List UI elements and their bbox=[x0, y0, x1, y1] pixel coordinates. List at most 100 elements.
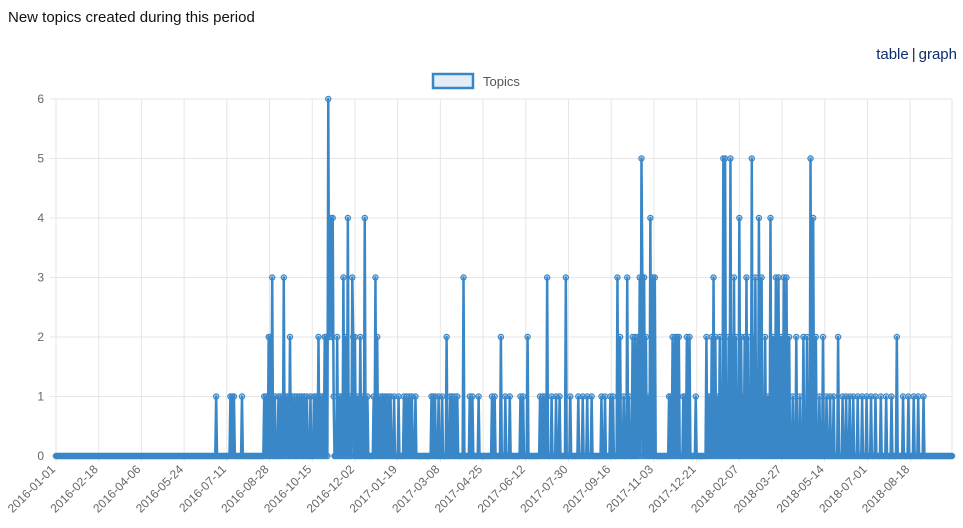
data-point bbox=[752, 274, 759, 281]
data-point bbox=[634, 333, 642, 341]
view-toggle: table | graph bbox=[876, 46, 957, 63]
data-point bbox=[337, 393, 344, 400]
data-point bbox=[438, 393, 446, 400]
data-points bbox=[52, 95, 956, 460]
data-point bbox=[858, 393, 866, 400]
data-point bbox=[775, 274, 782, 281]
data-point bbox=[460, 274, 467, 281]
data-point bbox=[734, 393, 741, 400]
data-point bbox=[238, 393, 246, 400]
data-point bbox=[286, 333, 294, 341]
data-point bbox=[745, 333, 752, 341]
page-title: New topics created during this period bbox=[8, 9, 255, 26]
data-point bbox=[888, 393, 895, 400]
data-point bbox=[614, 274, 621, 281]
legend[interactable]: Topics bbox=[431, 72, 520, 90]
data-point bbox=[899, 393, 907, 400]
data-point bbox=[753, 393, 761, 400]
data-point bbox=[497, 333, 505, 341]
data-point bbox=[783, 274, 790, 281]
data-point bbox=[212, 393, 220, 400]
data-point bbox=[454, 393, 461, 400]
data-point bbox=[816, 393, 823, 400]
data-point bbox=[583, 393, 591, 400]
data-point bbox=[325, 95, 332, 103]
data-point bbox=[819, 333, 827, 341]
data-point bbox=[642, 333, 650, 341]
data-point bbox=[675, 333, 683, 341]
y-tick-label: 5 bbox=[37, 152, 44, 166]
data-point bbox=[721, 155, 729, 162]
data-point bbox=[736, 214, 743, 222]
data-point bbox=[793, 333, 800, 341]
data-point bbox=[491, 393, 498, 400]
legend-swatch bbox=[431, 72, 475, 90]
data-point bbox=[562, 274, 570, 281]
data-point bbox=[412, 393, 419, 400]
data-point bbox=[277, 393, 285, 400]
data-point bbox=[575, 393, 582, 400]
data-point bbox=[764, 393, 772, 400]
data-point bbox=[834, 333, 842, 341]
data-point bbox=[910, 393, 917, 400]
data-point bbox=[328, 333, 336, 341]
data-point bbox=[807, 155, 814, 162]
data-point bbox=[882, 393, 890, 400]
data-point bbox=[620, 393, 627, 400]
data-point bbox=[333, 333, 341, 341]
data-point bbox=[863, 393, 870, 400]
data-point bbox=[647, 214, 654, 222]
data-point bbox=[651, 274, 659, 281]
data-point bbox=[732, 333, 739, 341]
data-point bbox=[785, 333, 793, 341]
data-point bbox=[443, 333, 450, 341]
data-point bbox=[810, 214, 817, 222]
data-point bbox=[395, 393, 402, 400]
y-tick-label: 1 bbox=[37, 390, 44, 404]
data-point bbox=[262, 393, 270, 400]
data-point bbox=[524, 333, 531, 341]
data-point bbox=[681, 393, 689, 400]
data-point bbox=[758, 274, 765, 281]
data-point bbox=[686, 333, 693, 341]
data-point bbox=[877, 393, 885, 400]
data-point bbox=[644, 393, 651, 400]
graph-link[interactable]: graph bbox=[918, 46, 957, 63]
data-point bbox=[638, 155, 645, 162]
data-point bbox=[716, 333, 723, 341]
data-point bbox=[502, 393, 509, 400]
data-point bbox=[548, 393, 555, 400]
data-point bbox=[609, 393, 617, 400]
y-tick-label: 6 bbox=[37, 92, 44, 106]
data-point bbox=[948, 452, 956, 460]
data-point bbox=[625, 393, 633, 400]
y-tick-label: 0 bbox=[37, 449, 44, 463]
data-point bbox=[556, 393, 563, 400]
table-link[interactable]: table bbox=[876, 46, 909, 63]
data-point bbox=[914, 393, 922, 400]
data-point bbox=[803, 333, 811, 341]
data-point bbox=[750, 333, 757, 341]
data-point bbox=[312, 393, 320, 400]
data-point bbox=[543, 274, 551, 281]
data-point bbox=[330, 393, 337, 400]
data-point bbox=[706, 393, 714, 400]
data-point bbox=[854, 393, 861, 400]
data-point bbox=[361, 214, 368, 222]
legend-label: Topics bbox=[483, 74, 520, 89]
data-point bbox=[867, 393, 875, 400]
data-point bbox=[370, 393, 377, 400]
data-point bbox=[812, 333, 820, 341]
data-point bbox=[692, 393, 699, 400]
data-point bbox=[357, 333, 364, 341]
y-tick-label: 2 bbox=[37, 330, 44, 344]
data-point bbox=[267, 333, 274, 341]
data-point bbox=[769, 333, 777, 341]
data-point bbox=[624, 274, 631, 281]
y-tick-label: 3 bbox=[37, 271, 44, 285]
data-point bbox=[640, 274, 648, 281]
data-point bbox=[830, 393, 837, 400]
data-point bbox=[284, 393, 291, 400]
data-point bbox=[344, 214, 352, 222]
